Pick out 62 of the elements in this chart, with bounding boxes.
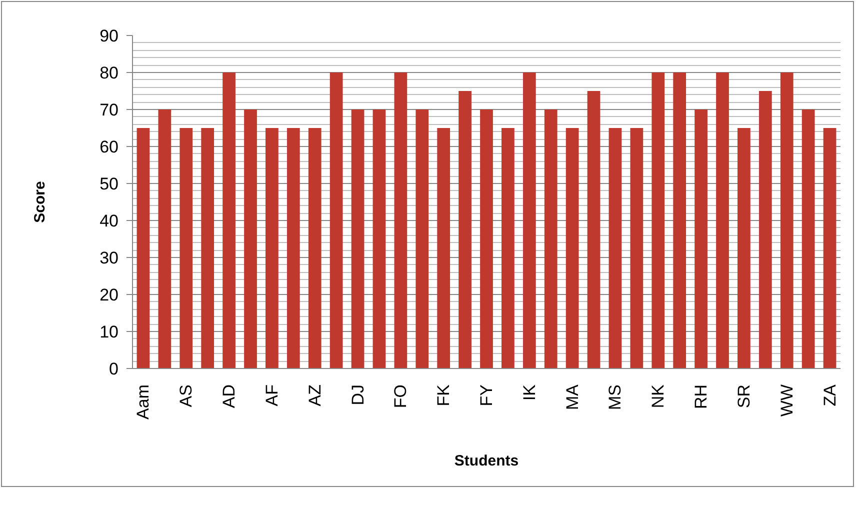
x-tick-label: AF (262, 384, 282, 406)
bar (630, 128, 644, 368)
bar (716, 72, 729, 368)
x-tick-label: AD (220, 384, 239, 408)
bar (823, 128, 836, 368)
x-tick-label: RH (692, 384, 711, 410)
bar (222, 72, 236, 368)
y-tick-label: 60 (100, 138, 119, 156)
bar (244, 110, 257, 368)
x-tick-label: FY (477, 384, 496, 406)
bar (480, 110, 493, 368)
x-tick-label: MA (562, 384, 582, 410)
bar (201, 128, 214, 368)
bar (458, 91, 472, 368)
x-axis-title: Students (454, 452, 519, 470)
y-tick-label: 80 (100, 64, 119, 82)
x-tick-label: MS (606, 384, 625, 410)
y-tick-label: 90 (100, 26, 119, 46)
y-tick-label: 40 (100, 212, 119, 230)
bar (608, 128, 622, 368)
x-tick-label: AZ (305, 384, 324, 406)
bar (738, 128, 750, 368)
x-tick-label: ZA (820, 384, 840, 406)
bar (330, 72, 343, 368)
y-tick-label: 10 (100, 322, 119, 342)
y-tick-label: 30 (100, 248, 119, 268)
x-tick-label: FK (434, 384, 454, 406)
bar (652, 72, 665, 368)
bar (522, 72, 536, 368)
y-axis-title: Score (32, 181, 49, 223)
x-tick-label: Aam (134, 384, 153, 420)
bar (502, 128, 514, 368)
bar (266, 128, 278, 368)
x-tick-label: FO (391, 384, 410, 408)
bar (802, 110, 815, 368)
bar (758, 91, 772, 368)
bar (372, 110, 386, 368)
x-tick-label: NK (648, 384, 668, 408)
bar (180, 128, 193, 368)
bar (394, 72, 408, 368)
x-tick-label: DJ (348, 384, 368, 406)
y-tick-label: 0 (109, 360, 119, 378)
bar (694, 110, 708, 368)
bar (587, 91, 600, 368)
bar (136, 128, 150, 368)
y-tick-label: 50 (100, 174, 119, 194)
bar (544, 110, 558, 368)
bar (286, 128, 300, 368)
bar (437, 128, 450, 368)
bar (566, 128, 579, 368)
x-tick-label: WW (777, 384, 796, 417)
y-tick-label: 20 (100, 286, 119, 304)
bar (308, 128, 322, 368)
x-tick-label: IK (520, 384, 539, 401)
bar (416, 110, 429, 368)
bar (780, 72, 794, 368)
bar (351, 110, 364, 368)
x-tick-label: AS (176, 384, 196, 408)
y-tick-label: 70 (100, 100, 119, 120)
bar (673, 72, 686, 368)
bar (158, 110, 172, 368)
x-tick-label: SR (734, 384, 754, 408)
